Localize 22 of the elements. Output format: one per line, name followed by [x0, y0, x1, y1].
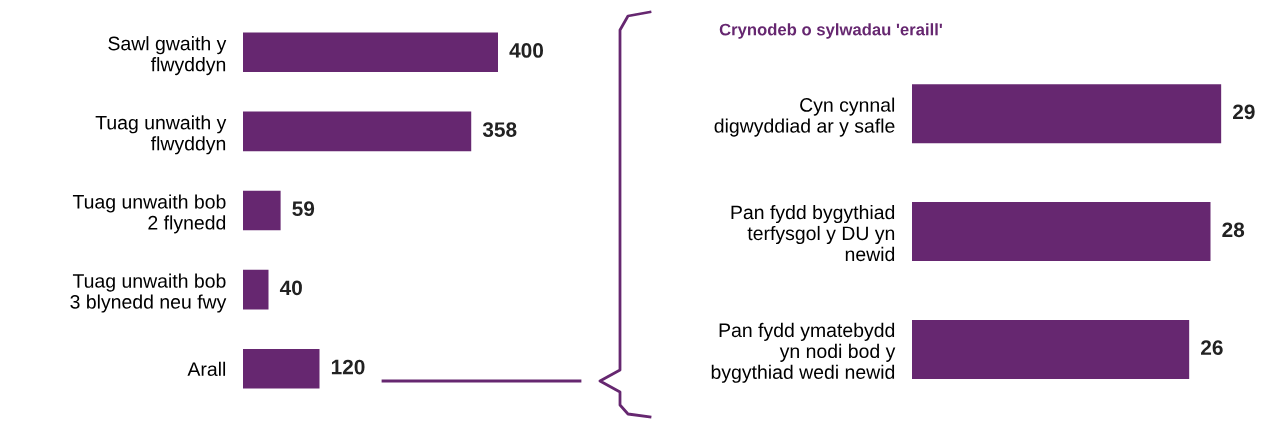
- y-tick-label: Pan fydd bygythiad terfysgol y DU yn newid: [731, 204, 895, 262]
- bar: [243, 190, 281, 231]
- bar: [243, 111, 472, 152]
- y-tick-label: Tuag unwaith bob 3 blynedd neu fwy: [70, 273, 227, 313]
- data-label: 28: [1222, 222, 1245, 238]
- y-tick-label: Cyn cynnal digwyddiad ar y safle: [714, 97, 895, 137]
- data-label: 59: [292, 201, 315, 217]
- y-tick-label: Tuag unwaith y flwyddyn: [95, 115, 227, 155]
- y-tick-label: Pan fydd ymatebydd yn nodi bod y bygythiad wedi newid: [711, 322, 896, 383]
- data-label: 400: [509, 43, 544, 58]
- bar: [243, 32, 498, 72]
- bar: [243, 269, 269, 310]
- y-tick-label: Sawl gwaith y flwyddyn: [108, 36, 227, 76]
- data-label: 29: [1233, 104, 1255, 120]
- bar: [243, 349, 320, 389]
- y-tick-label: Tuag unwaith bob 2 flynedd: [72, 194, 226, 234]
- data-label: 358: [482, 122, 517, 137]
- chart-title: Crynodeb o sylwadau 'eraill': [719, 23, 942, 39]
- data-label: 40: [279, 280, 302, 296]
- data-label: 120: [331, 359, 365, 375]
- y-tick-label: Arall: [187, 361, 226, 377]
- data-label: 26: [1201, 340, 1223, 356]
